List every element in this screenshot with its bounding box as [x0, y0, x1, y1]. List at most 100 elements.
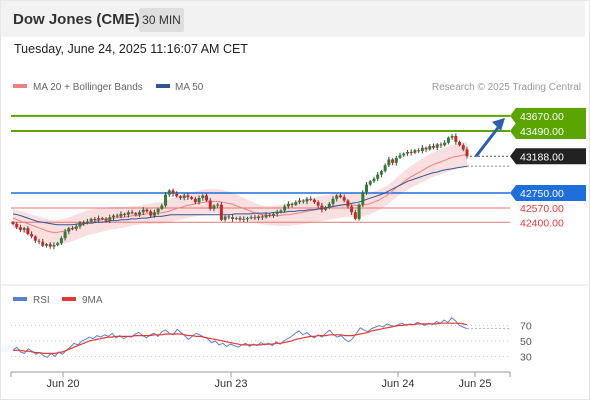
candle-body: [346, 200, 350, 207]
candle-body: [394, 157, 398, 163]
x-axis-label: Jun 20: [46, 378, 79, 390]
candle-body: [379, 171, 383, 175]
legend-label-9ma: 9MA: [82, 295, 103, 306]
candle-body: [245, 218, 249, 220]
forecast-arrow-head: [492, 117, 505, 131]
candle-body: [283, 206, 287, 211]
candle-body: [18, 227, 22, 230]
candle-body: [454, 136, 458, 142]
candle-body: [119, 213, 123, 217]
candle-body: [208, 200, 212, 209]
candle-body: [398, 155, 402, 158]
legend-swatch-ma20: [13, 84, 27, 88]
legend-label-ma20: MA 20 + Bollinger Bands: [33, 82, 143, 93]
legend-label-rsi: RSI: [33, 295, 50, 306]
candle-body: [446, 137, 450, 143]
candle-body: [59, 238, 63, 244]
candle-body: [249, 217, 253, 219]
candle-body: [242, 218, 246, 220]
price-label-pivot: 42750.00: [520, 188, 564, 200]
candle-body: [71, 228, 75, 230]
legend-label-ma50: MA 50: [175, 82, 204, 93]
x-axis-label: Jun 23: [214, 378, 247, 390]
price-tag-resistance: [510, 122, 586, 139]
candle-body: [111, 215, 115, 218]
candle-body: [275, 212, 279, 214]
candle-body: [331, 198, 335, 204]
price-label-resistance: 43490.00: [520, 126, 564, 138]
candle-body: [175, 193, 179, 197]
candle-body: [182, 195, 186, 198]
candle-body: [85, 221, 89, 224]
candle-body: [365, 184, 369, 193]
legend-swatch-9ma: [62, 297, 76, 301]
candle-body: [219, 204, 223, 220]
x-axis-label: Jun 25: [458, 378, 491, 390]
candle-body: [465, 149, 469, 157]
legend-swatch-rsi: [13, 297, 27, 301]
header-bar: Dow Jones (CME) 30 MIN: [1, 1, 585, 37]
candle-body: [149, 211, 153, 216]
candle-body: [286, 203, 290, 207]
candle-body: [108, 217, 112, 221]
candle-body: [100, 218, 104, 220]
candle-body: [160, 205, 164, 209]
candle-body: [115, 215, 119, 217]
candle-body: [56, 243, 60, 245]
candle-body: [312, 199, 316, 203]
candle-body: [405, 151, 409, 154]
x-axis-label: Jun 24: [381, 378, 414, 390]
rsi-tick-label: 50: [520, 336, 532, 348]
candle-body: [253, 217, 257, 219]
candle-body: [193, 198, 197, 203]
candle-body: [413, 150, 417, 153]
legend-swatch-ma50: [156, 84, 170, 88]
candle-body: [141, 209, 145, 213]
rsi-line: [12, 317, 468, 358]
candle-body: [432, 146, 436, 148]
timeframe-button[interactable]: 30 MIN: [139, 8, 184, 32]
candle-body: [320, 205, 324, 210]
candle-body: [353, 212, 357, 219]
candle-body: [372, 178, 376, 182]
candle-body: [260, 216, 264, 218]
candle-body: [167, 190, 171, 195]
candle-body: [342, 197, 346, 201]
candle-body: [82, 222, 86, 224]
candle-body: [67, 228, 71, 232]
candle-body: [327, 203, 331, 208]
price-label-support: 42570.00: [520, 203, 564, 215]
candle-body: [391, 159, 395, 163]
timestamp: Tuesday, June 24, 2025 11:16:07 AM CET: [14, 42, 248, 56]
forecast-arrow-shaft: [474, 122, 503, 158]
candle-body: [335, 195, 339, 199]
candle-body: [212, 205, 216, 209]
credit-text: Research © 2025 Trading Central: [432, 82, 581, 93]
candle-body: [223, 216, 227, 220]
candle-body: [290, 203, 294, 205]
candle-body: [424, 147, 428, 150]
rsi-tick-label: 70: [520, 321, 532, 333]
candle-body: [268, 214, 272, 216]
candle-body: [383, 165, 387, 172]
candle-body: [37, 240, 41, 242]
candle-body: [417, 150, 421, 152]
candle-body: [26, 228, 30, 235]
candle-body: [227, 216, 231, 218]
price-tag-resistance: [510, 107, 586, 124]
candle-body: [44, 244, 48, 246]
candle-body: [301, 200, 305, 202]
candle-body: [178, 196, 182, 198]
candle-body: [294, 202, 298, 205]
price-label-last: 43188.00: [520, 151, 564, 163]
candle-body: [78, 222, 82, 227]
candle-body: [238, 218, 242, 220]
candle-body: [350, 206, 354, 213]
candle-body: [305, 198, 309, 202]
candle-body: [152, 212, 156, 216]
candle-body: [130, 212, 134, 214]
candle-body: [316, 202, 320, 206]
instrument-title: Dow Jones (CME): [13, 11, 140, 28]
candle-body: [279, 210, 283, 213]
candle-body: [324, 207, 328, 210]
